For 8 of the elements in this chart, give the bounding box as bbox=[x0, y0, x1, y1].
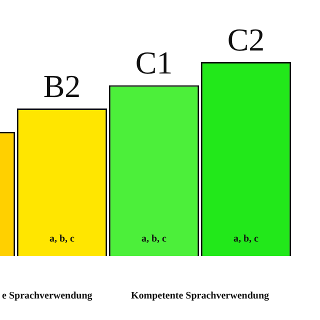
x-tick-label: B2 bbox=[43, 68, 81, 104]
annotation: a, b, c bbox=[142, 234, 168, 245]
annotation: a, b, c bbox=[50, 234, 76, 245]
x-tick-label: C2 bbox=[227, 21, 265, 58]
x-tick-label: C1 bbox=[135, 44, 173, 81]
text: Kompetente Sprachverwendung bbox=[130, 290, 270, 302]
text: e Sprachverwendung bbox=[2, 290, 92, 302]
annotation: a, b, c bbox=[234, 234, 260, 245]
